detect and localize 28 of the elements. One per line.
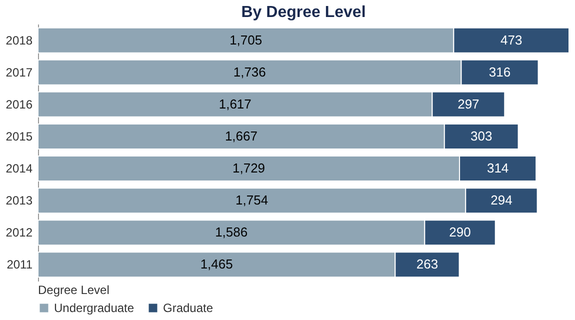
data-label: 1,705 — [230, 32, 262, 48]
data-label: 1,729 — [232, 160, 266, 176]
legend-label: Undergraduate — [54, 301, 134, 315]
y-tick-label: 2012 — [6, 226, 33, 240]
legend-label: Graduate — [163, 301, 214, 315]
data-label: 1,667 — [224, 128, 258, 144]
y-tick-label: 2015 — [6, 129, 33, 144]
y-tick-label: 2013 — [6, 194, 33, 208]
y-tick-label: 2014 — [6, 162, 33, 176]
data-label: 1,586 — [215, 224, 248, 240]
data-label: 1,754 — [236, 192, 268, 208]
data-label: 473 — [500, 32, 522, 48]
data-label: 263 — [416, 256, 438, 272]
data-label: 1,736 — [233, 64, 266, 80]
data-label: 290 — [449, 224, 471, 240]
legend-title: Degree Level — [38, 283, 110, 297]
data-label: 294 — [490, 192, 512, 208]
y-tick-label: 2011 — [6, 258, 33, 272]
data-label: 303 — [470, 128, 492, 144]
data-label: 297 — [458, 96, 480, 112]
data-label: 316 — [488, 64, 511, 80]
data-label: 1,617 — [218, 96, 252, 112]
data-label: 1,465 — [200, 256, 233, 272]
y-tick-label: 2018 — [6, 33, 33, 48]
chart-title: By Degree Level — [241, 4, 366, 21]
y-tick-label: 2017 — [6, 65, 33, 80]
data-label: 314 — [486, 160, 509, 176]
y-tick-label: 2016 — [6, 97, 33, 112]
